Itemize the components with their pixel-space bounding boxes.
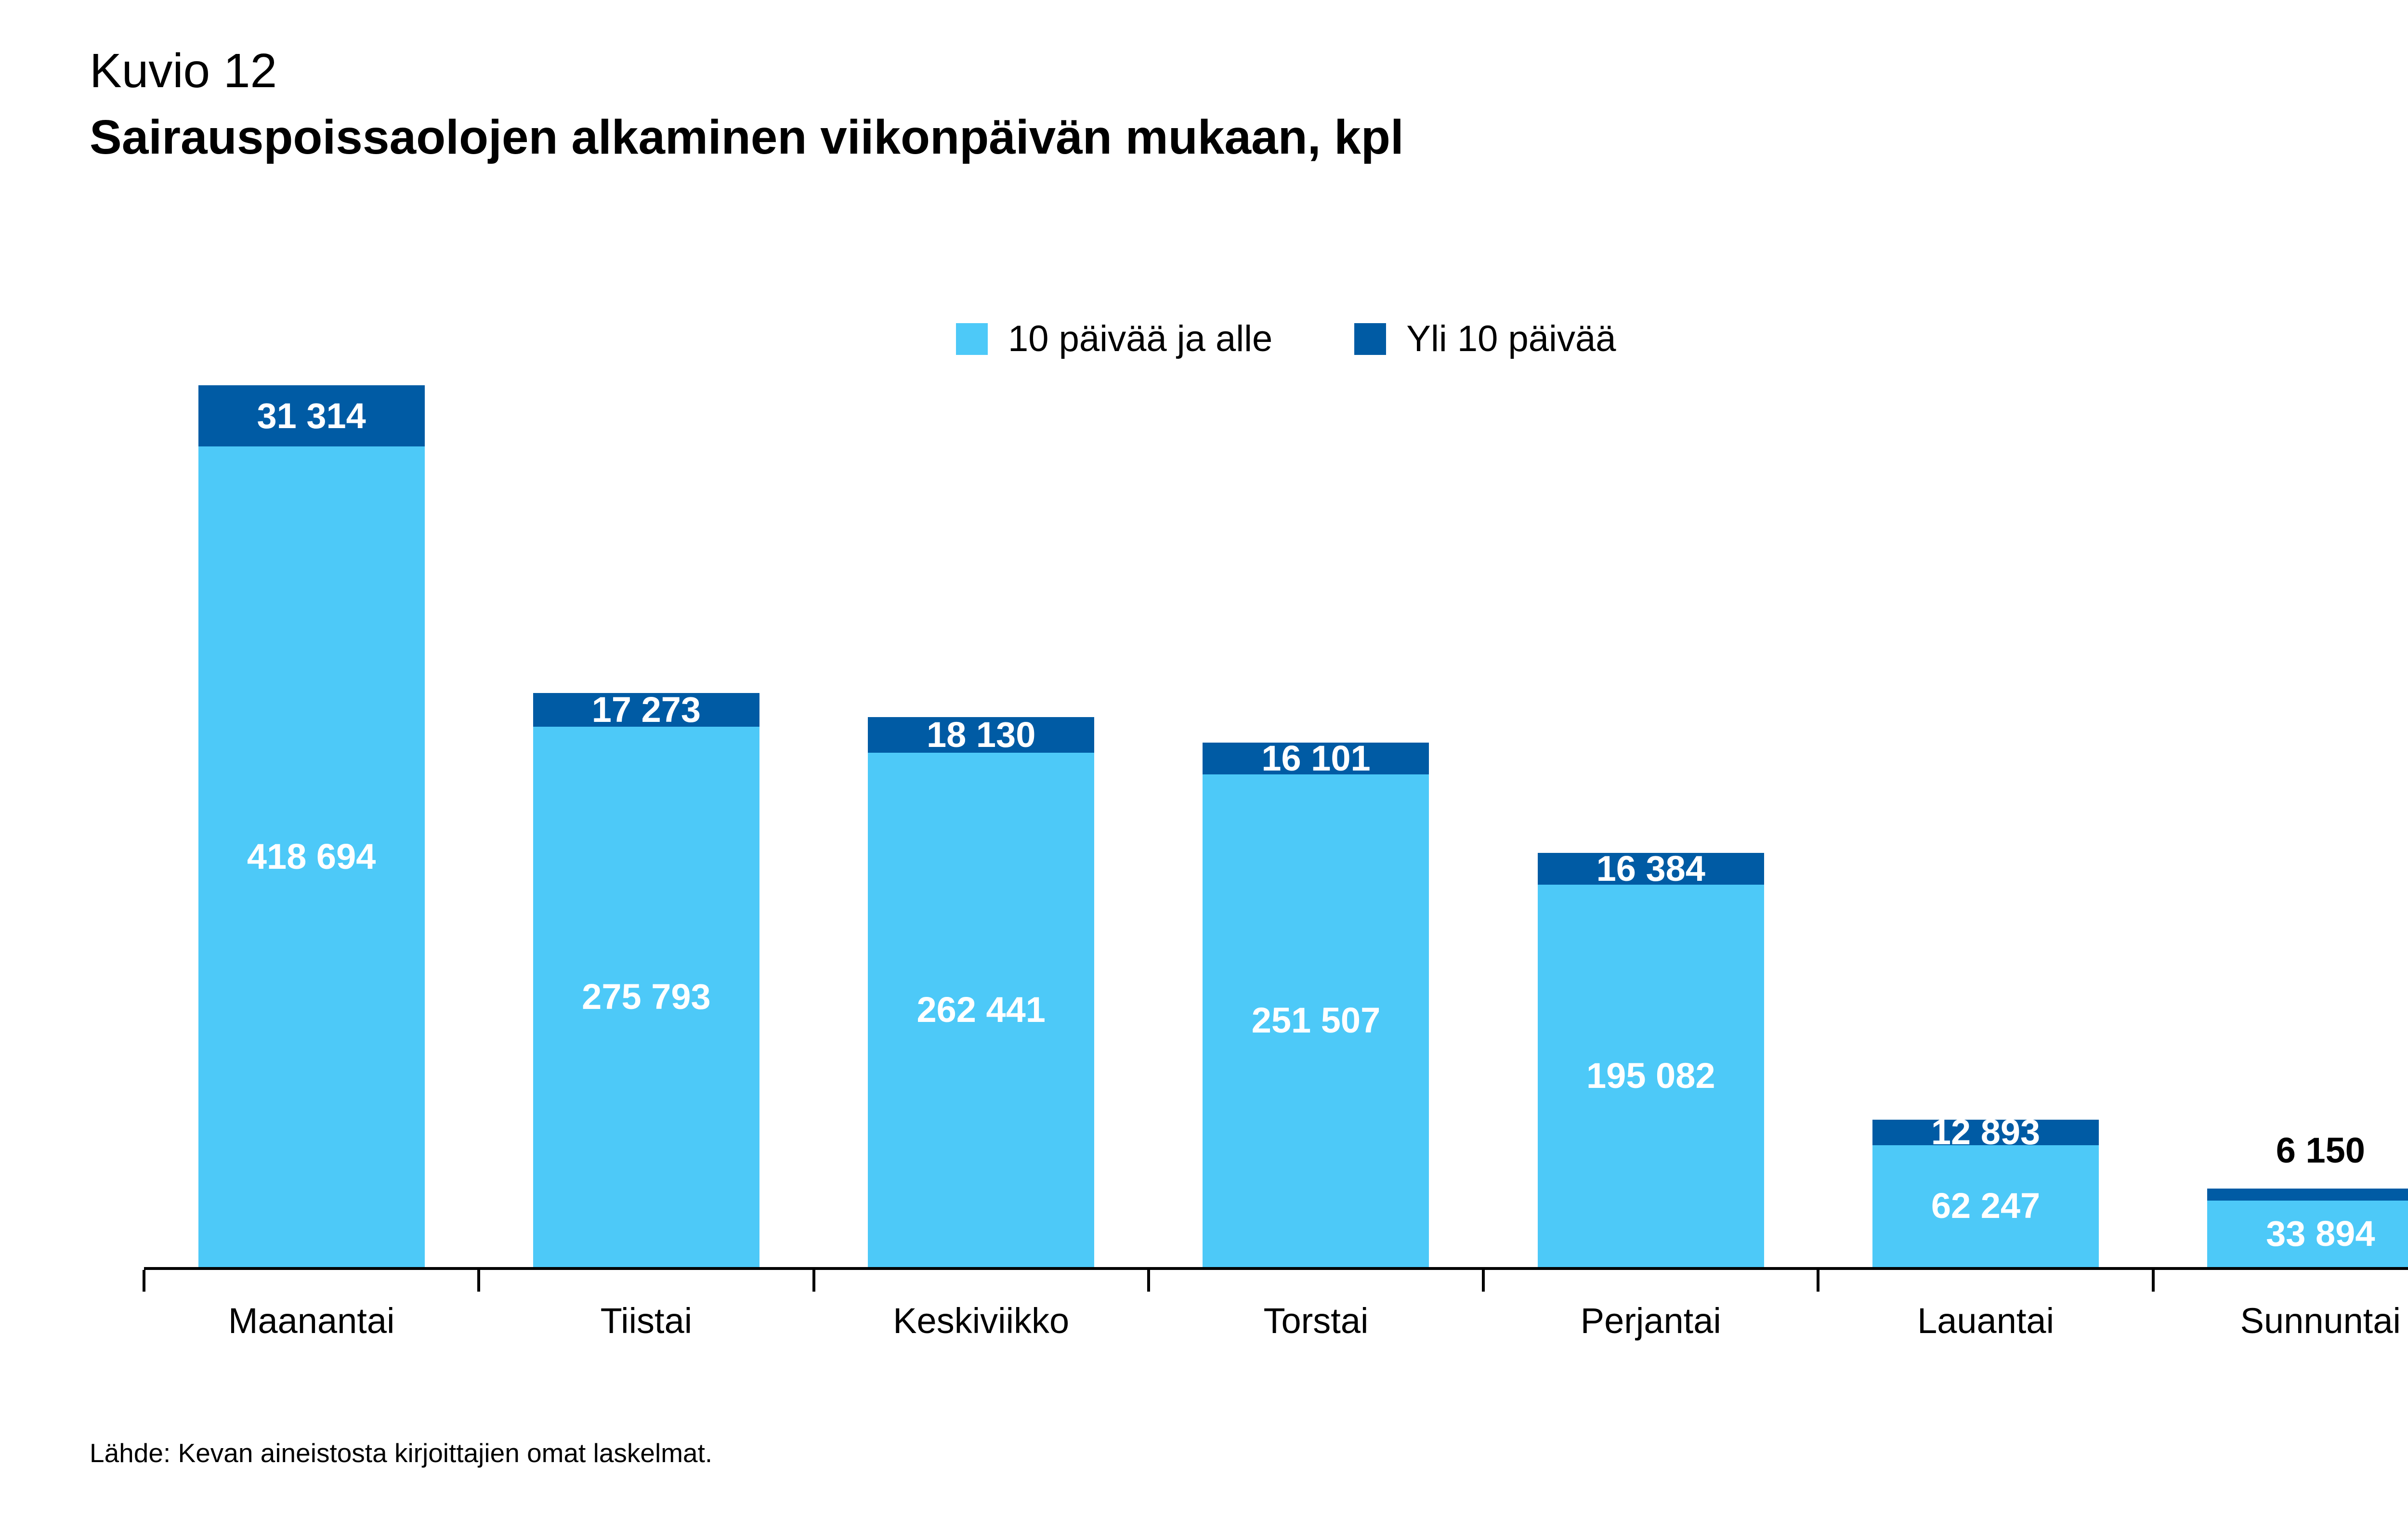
axis-tick — [1817, 1270, 1820, 1292]
x-axis-label: Lauantai — [1917, 1301, 2055, 1341]
x-axis-labels: Maanantai Tiistai Keskiviikko Torstai Perjan… — [144, 1300, 2408, 1341]
bar-segment-long: 12 893 — [1872, 1114, 2099, 1150]
bar-segment-short: 275 793 — [533, 726, 759, 1267]
x-axis-label: Perjantai — [1580, 1301, 1721, 1341]
bar-stack: 31 314 418 694 — [198, 385, 425, 1267]
bar-segment-short: 418 694 — [198, 446, 425, 1267]
bar-stack: 16 101 251 507 — [1203, 740, 1429, 1267]
axis-tick — [477, 1270, 481, 1292]
x-axis-label: Torstai — [1263, 1301, 1369, 1341]
bar-stack: 18 130 262 441 — [868, 717, 1095, 1267]
chart-title: Sairauspoissaolojen alkaminen viikonpäiv… — [90, 110, 1404, 164]
axis-tick — [2151, 1270, 2155, 1292]
bar-segment-long: 18 130 — [868, 717, 1095, 753]
bar-value-label: 251 507 — [1251, 1000, 1381, 1041]
legend-swatch-icon — [956, 323, 988, 355]
bar-segment-long: 16 101 — [1203, 740, 1429, 776]
bar-segment-short: 251 507 — [1203, 774, 1429, 1267]
bar-slot: 31 314 418 694 — [144, 337, 479, 1267]
axis-tick — [1147, 1270, 1150, 1292]
bar-value-label: 16 384 — [1596, 848, 1705, 889]
bar-value-label: 33 894 — [2266, 1214, 2375, 1254]
bar-value-label: 62 247 — [1931, 1186, 2041, 1226]
legend: 10 päivää ja alle Yli 10 päivää — [956, 318, 1616, 360]
bar-slot: 12 893 62 247 — [1818, 337, 2153, 1267]
source-note: Lähde: Kevan aineistosta kirjoittajien o… — [90, 1438, 713, 1468]
bar-value-label: 195 082 — [1586, 1056, 1715, 1096]
bar-segment-short: 62 247 — [1872, 1145, 2099, 1267]
figure-label: Kuvio 12 — [90, 44, 277, 98]
bar-slot: 6 150 33 894 — [2153, 337, 2408, 1267]
legend-item: 10 päivää ja alle — [956, 318, 1272, 360]
bar-value-label: 16 101 — [1261, 738, 1371, 778]
bar-stack: 17 273 275 793 — [533, 692, 759, 1267]
bar-stack: 6 150 33 894 — [2207, 1133, 2408, 1267]
plot-area: 31 314 418 694 17 273 275 793 18 130 262 441 1… — [143, 337, 2408, 1292]
bar-slot: 18 130 262 441 — [814, 337, 1149, 1267]
bar-segment-long — [2207, 1189, 2408, 1201]
axis-tick — [143, 1270, 145, 1292]
bar-segment-long: 16 384 — [1537, 850, 1764, 886]
bar-slot: 16 384 195 082 — [1483, 337, 1818, 1267]
bar-segment-short: 195 082 — [1537, 885, 1764, 1267]
bar-segment-short: 262 441 — [868, 753, 1095, 1267]
x-axis-label: Maanantai — [228, 1301, 395, 1341]
x-axis-label: Tiistai — [600, 1301, 693, 1341]
bar-segment-long: 31 314 — [198, 385, 425, 447]
x-axis-label: Sunnuntai — [2240, 1301, 2401, 1341]
axis-tick — [1482, 1270, 1485, 1292]
legend-swatch-icon — [1354, 323, 1387, 355]
bar-value-label: 275 793 — [582, 976, 711, 1017]
x-axis-label: Keskiviikko — [893, 1301, 1070, 1341]
bar-slot: 16 101 251 507 — [1149, 337, 1483, 1267]
bar-value-label: 6 150 — [2276, 1130, 2365, 1171]
bar-value-label: 262 441 — [916, 990, 1046, 1030]
legend-label: 10 päivää ja alle — [1008, 318, 1273, 359]
bar-value-label: 12 893 — [1931, 1112, 2041, 1152]
bar-slot: 17 273 275 793 — [479, 337, 813, 1267]
bar-segment-short: 33 894 — [2207, 1201, 2408, 1267]
bar-stack: 12 893 62 247 — [1872, 1114, 2099, 1267]
bar-segment-long: 17 273 — [533, 692, 759, 727]
bar-value-label: 418 694 — [247, 837, 376, 877]
bar-value-label: 18 130 — [927, 715, 1036, 755]
legend-item: Yli 10 päivää — [1354, 318, 1616, 360]
bar-stack: 16 384 195 082 — [1537, 850, 1764, 1267]
bar-value-label: 17 273 — [591, 689, 701, 730]
bar-value-label: 31 314 — [257, 395, 366, 436]
legend-label: Yli 10 päivää — [1406, 318, 1616, 359]
axis-tick — [812, 1270, 815, 1292]
